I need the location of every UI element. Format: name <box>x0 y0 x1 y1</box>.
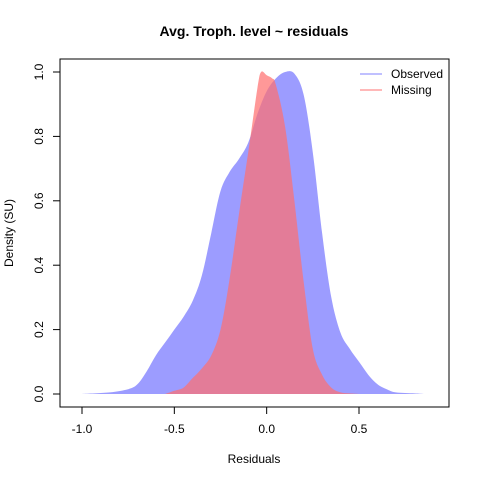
x-tick-label: -1.0 <box>72 422 93 436</box>
x-axis: -1.0 -0.5 0.0 0.5 <box>72 406 368 436</box>
y-axis-label: Density (SU) <box>2 199 16 267</box>
y-tick-label: 1.0 <box>32 63 46 80</box>
y-tick-label: 0.2 <box>32 321 46 338</box>
y-tick-label: 0.0 <box>32 385 46 402</box>
chart-title: Avg. Troph. level ~ residuals <box>160 23 349 39</box>
x-axis-label: Residuals <box>228 452 281 466</box>
y-tick-label: 0.4 <box>32 257 46 274</box>
x-tick-label: 0.0 <box>258 422 275 436</box>
legend-label-missing: Missing <box>391 83 432 97</box>
density-area-missing <box>165 71 359 394</box>
legend-label-observed: Observed <box>391 67 443 81</box>
x-tick-label: -0.5 <box>164 422 185 436</box>
x-tick-label: 0.5 <box>351 422 368 436</box>
plot-area <box>82 71 424 394</box>
y-axis: 0.0 0.2 0.4 0.6 0.8 1.0 <box>32 63 61 402</box>
y-tick-label: 0.6 <box>32 192 46 209</box>
legend: Observed Missing <box>360 67 443 97</box>
y-tick-label: 0.8 <box>32 128 46 145</box>
